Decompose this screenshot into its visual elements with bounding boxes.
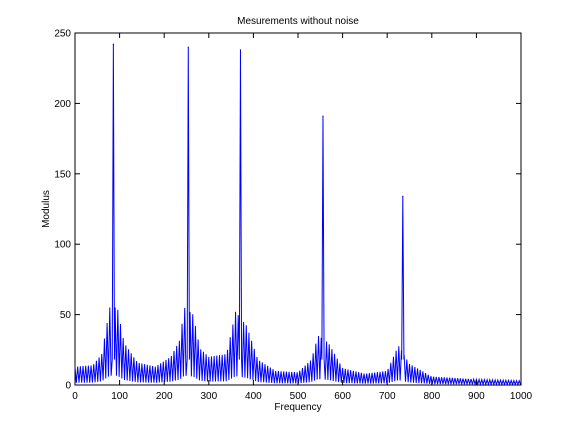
chart-title: Mesurements without noise	[237, 16, 359, 27]
x-tick-label: 500	[290, 391, 307, 402]
peak-point-1	[187, 46, 189, 48]
y-tick-label: 100	[54, 240, 71, 251]
y-tick-label: 200	[54, 99, 71, 110]
plot-area	[74, 32, 522, 386]
series-layer	[74, 43, 522, 387]
y-tick-label: 150	[54, 169, 71, 180]
x-tick-label: 100	[111, 391, 128, 402]
x-tick-label: 600	[334, 391, 351, 402]
x-tick-label: 900	[468, 391, 485, 402]
peak-point-0	[112, 43, 114, 45]
x-tick-label: 700	[379, 391, 396, 402]
y-tick-label: 50	[60, 310, 72, 321]
x-tick-label: 200	[156, 391, 173, 402]
y-tick-label: 250	[54, 29, 71, 40]
peak-point-4	[402, 195, 404, 197]
x-tick-label: 0	[72, 391, 78, 402]
x-axis-label: Frequency	[274, 402, 321, 413]
peak-point-2	[239, 49, 242, 51]
series-line-0	[74, 44, 522, 387]
x-tick-label: 1000	[510, 391, 533, 402]
x-tick-label: 400	[245, 391, 262, 402]
ticks-layer: 0 100 200 300 400 500 600 700 800 900 1000 0 50 100 15…	[54, 29, 532, 403]
y-axis-label: Modulus	[41, 190, 52, 228]
peak-point-3	[322, 115, 324, 117]
y-tick-label: 0	[65, 381, 71, 392]
x-tick-label: 300	[200, 391, 217, 402]
x-tick-label: 800	[423, 391, 440, 402]
